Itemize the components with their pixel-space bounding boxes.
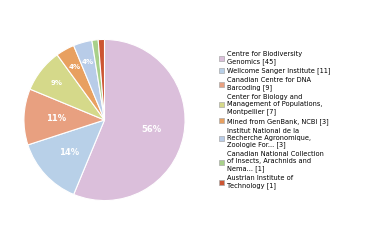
Text: 9%: 9% (51, 80, 63, 86)
Text: 56%: 56% (142, 125, 162, 134)
Legend: Centre for Biodiversity
Genomics [45], Wellcome Sanger Institute [11], Canadian : Centre for Biodiversity Genomics [45], W… (218, 51, 330, 189)
Wedge shape (98, 39, 105, 120)
Text: 4%: 4% (82, 59, 94, 65)
Text: 14%: 14% (59, 148, 79, 157)
Wedge shape (57, 46, 104, 120)
Wedge shape (30, 55, 104, 120)
Wedge shape (24, 89, 104, 145)
Text: 4%: 4% (69, 64, 81, 70)
Wedge shape (28, 120, 104, 194)
Text: 11%: 11% (46, 114, 66, 123)
Wedge shape (74, 39, 185, 201)
Wedge shape (74, 40, 104, 120)
Wedge shape (92, 40, 104, 120)
